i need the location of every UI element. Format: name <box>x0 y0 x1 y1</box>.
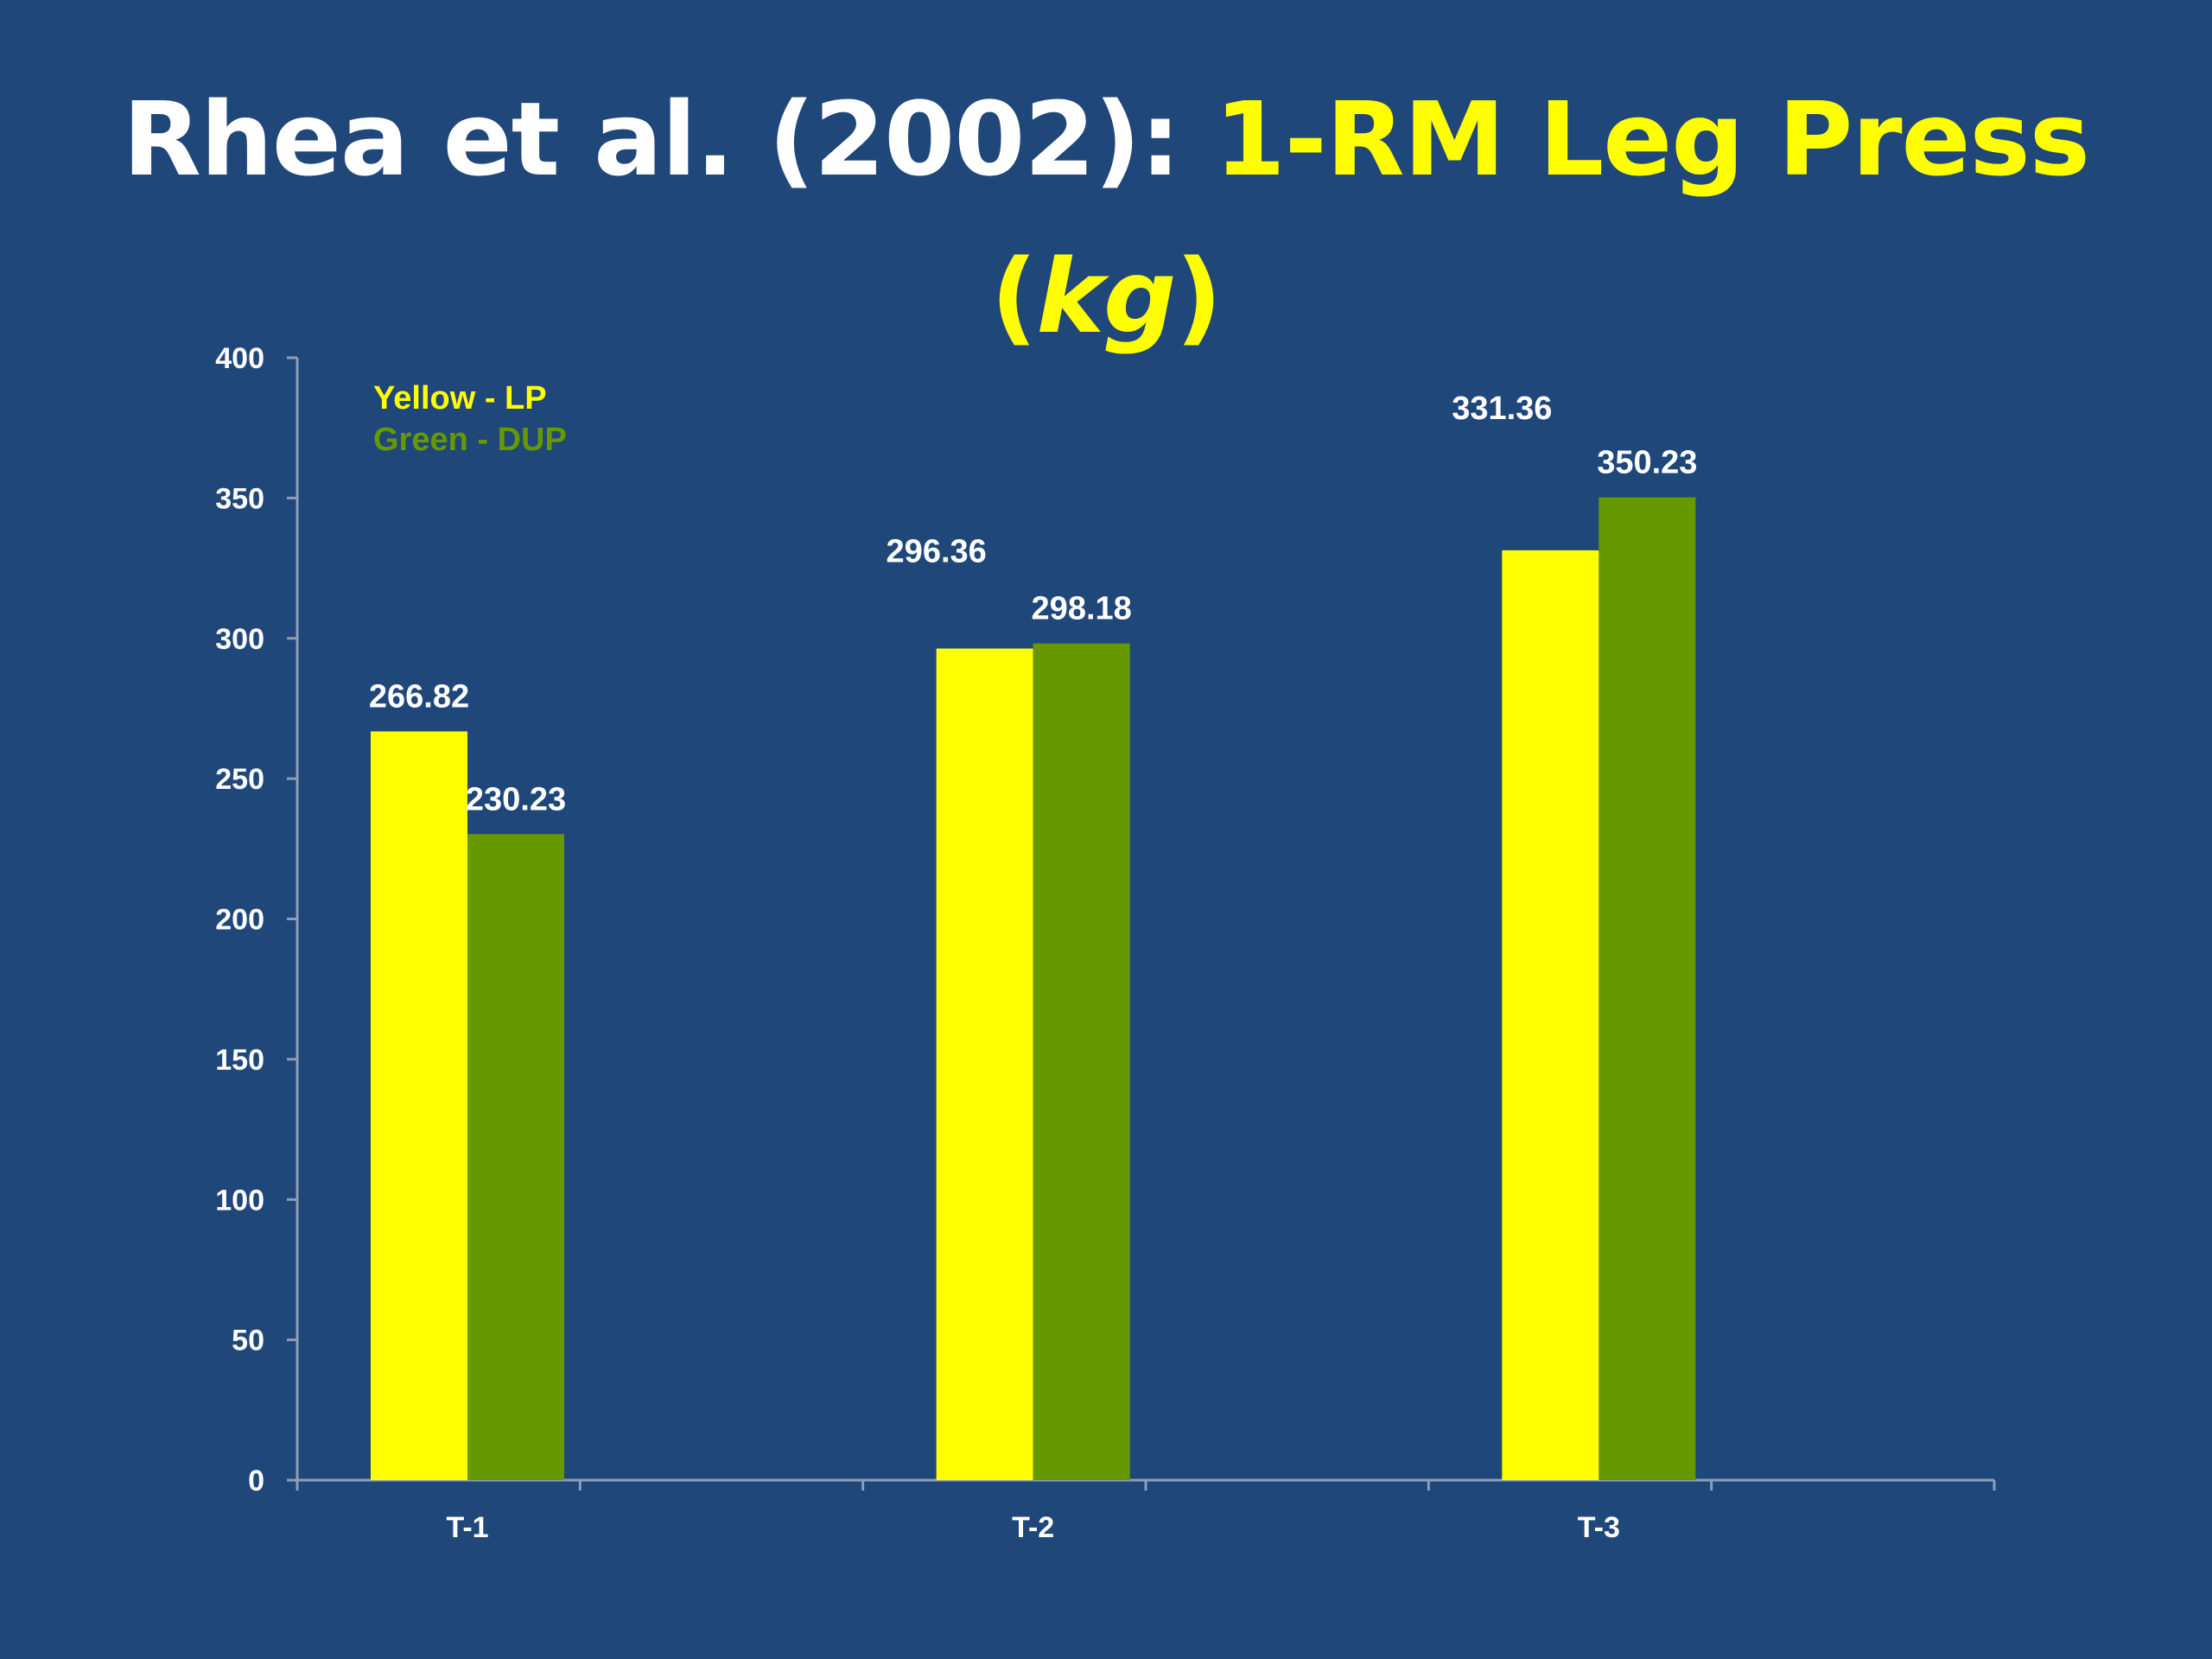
data-label: 298.18 <box>1032 591 1132 627</box>
legend-entry: Yellow - LP <box>373 380 547 416</box>
bar-dup-t-1 <box>467 834 564 1480</box>
bar-dup-t-3 <box>1599 497 1696 1480</box>
legend-entry: Green - DUP <box>373 422 567 458</box>
x-tick-label: T-1 <box>446 1511 488 1544</box>
y-tick-label: 400 <box>215 342 264 375</box>
title-line-1: Rhea et al. (2002): 1-RM Leg Press <box>0 60 2212 218</box>
y-tick-label: 350 <box>215 482 264 515</box>
title-paren-close: ) <box>1175 237 1222 356</box>
bar-lp-t-1 <box>371 731 467 1480</box>
x-tick-label: T-3 <box>1578 1511 1620 1544</box>
data-label: 296.36 <box>887 534 987 570</box>
x-tick-label: T-2 <box>1012 1511 1054 1544</box>
slide-title: Rhea et al. (2002): 1-RM Leg Press (kg) <box>0 60 2212 375</box>
chart-bars <box>371 497 1696 1480</box>
y-tick-label: 50 <box>232 1325 264 1357</box>
data-label: 350.23 <box>1597 445 1697 481</box>
y-tick-label: 250 <box>215 763 264 796</box>
chart-axes: 0 50 100 150 200 250 300 350 400 T-1 T-2 T-3 <box>215 342 1996 1544</box>
title-line-2: (kg) <box>0 218 2212 375</box>
y-tick-label: 200 <box>215 904 264 937</box>
bar-lp-t-2 <box>936 648 1033 1480</box>
y-tick-label: 0 <box>248 1465 264 1497</box>
bar-dup-t-2 <box>1033 643 1130 1480</box>
data-label: 331.36 <box>1452 391 1552 427</box>
chart-legend: Yellow - LP Green - DUP <box>373 380 567 458</box>
data-label: 266.82 <box>369 679 469 715</box>
title-author-year: Rhea et al. (2002): <box>122 79 1215 199</box>
y-tick-label: 300 <box>215 623 264 656</box>
y-tick-label: 100 <box>215 1184 264 1217</box>
title-measure: 1-RM Leg Press <box>1214 79 2090 199</box>
data-label: 230.23 <box>466 781 566 817</box>
chart-data-labels: 266.82 230.23 296.36 298.18 331.36 350.23 <box>369 391 1698 817</box>
title-unit: kg <box>1036 237 1177 356</box>
title-paren-open: ( <box>990 237 1038 356</box>
bar-lp-t-3 <box>1502 550 1599 1480</box>
y-tick-label: 150 <box>215 1044 264 1077</box>
